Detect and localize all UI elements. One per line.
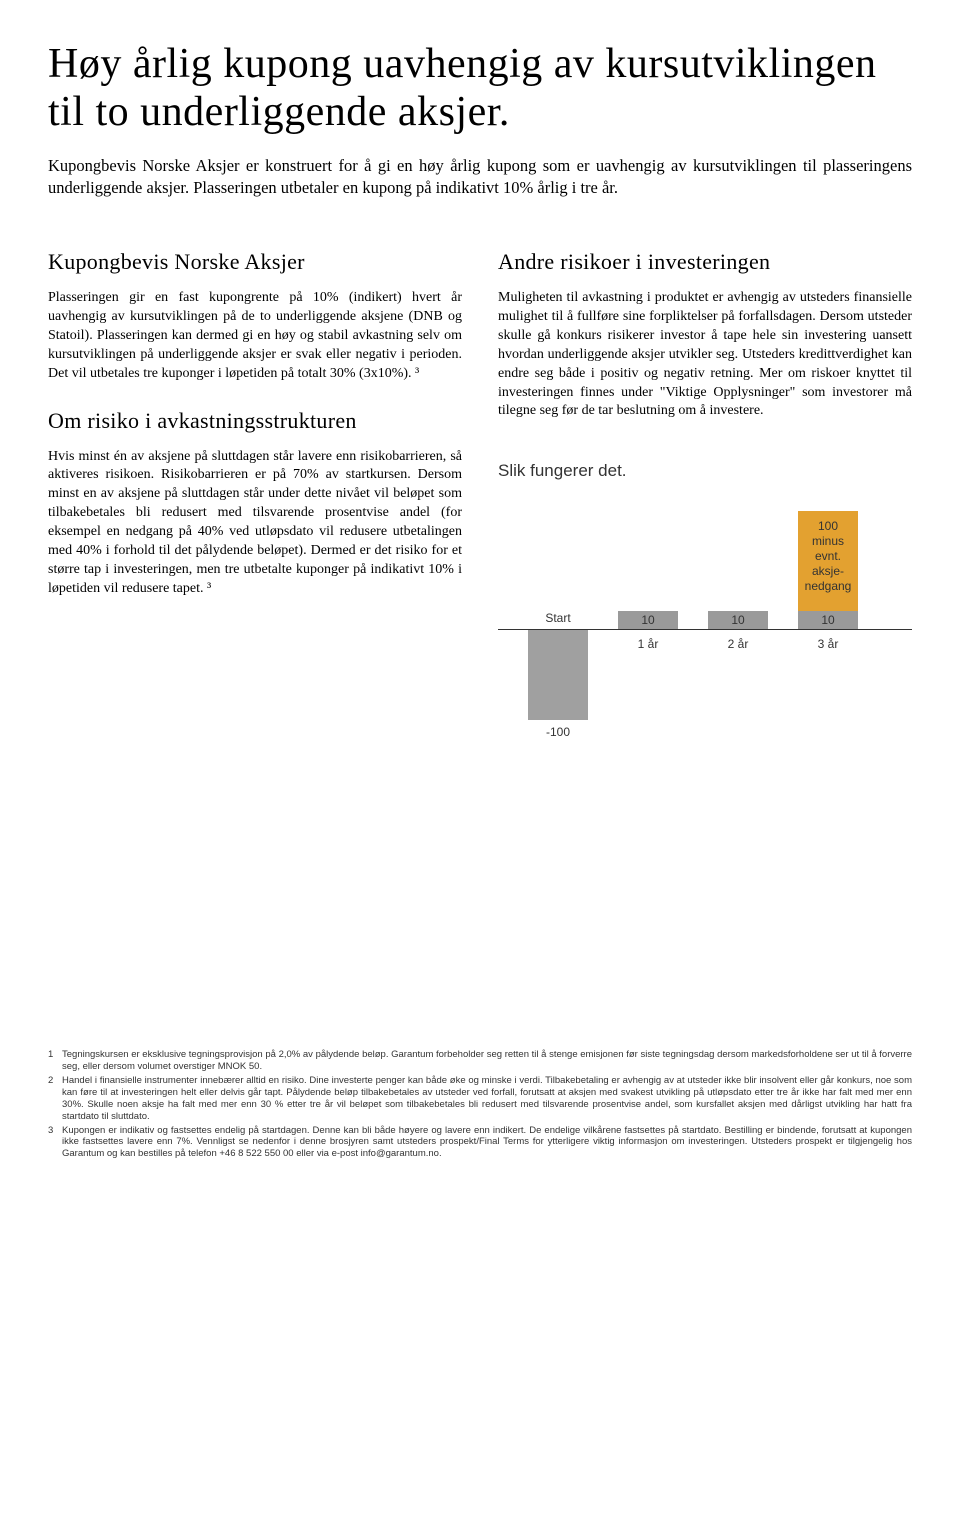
chart-callout: 100 minus evnt. aksje- nedgang bbox=[798, 519, 858, 594]
page-title: Høy årlig kupong uavhengig av kursutvikl… bbox=[48, 40, 912, 137]
right-heading-1: Andre risikoer i investeringen bbox=[498, 249, 912, 275]
content-columns: Kupongbevis Norske Aksjer Plasseringen g… bbox=[48, 249, 912, 769]
left-column: Kupongbevis Norske Aksjer Plasseringen g… bbox=[48, 249, 462, 769]
chart-year-label: 3 år bbox=[798, 637, 858, 651]
footnote-number: 2 bbox=[48, 1075, 62, 1123]
intro-paragraph: Kupongbevis Norske Aksjer er konstruert … bbox=[48, 155, 912, 200]
right-column: Andre risikoer i investeringen Mulighete… bbox=[498, 249, 912, 769]
chart-start-label: Start bbox=[528, 611, 588, 625]
chart-start-value: -100 bbox=[528, 725, 588, 739]
chart-bar-value: 10 bbox=[708, 613, 768, 627]
chart-start-bar bbox=[528, 630, 588, 720]
chart-year-label: 1 år bbox=[618, 637, 678, 651]
chart-bar-value: 10 bbox=[618, 613, 678, 627]
chart-year-label: 2 år bbox=[708, 637, 768, 651]
chart-bar-value: 10 bbox=[798, 613, 858, 627]
footnote-text: Handel i finansielle instrumenter innebæ… bbox=[62, 1075, 912, 1123]
footnotes: 1Tegningskursen er eksklusive tegningspr… bbox=[48, 1049, 912, 1160]
footnote-number: 1 bbox=[48, 1049, 62, 1073]
left-paragraph-1: Plasseringen gir en fast kupongrente på … bbox=[48, 289, 462, 383]
footnote-row: 3Kupongen er indikativ og fastsettes end… bbox=[48, 1125, 912, 1161]
chart-section: Slik fungerer det. Start -100 10 1 år 10 2 år… bbox=[498, 461, 912, 769]
footnote-text: Tegningskursen er eksklusive tegningspro… bbox=[62, 1049, 912, 1073]
footnote-number: 3 bbox=[48, 1125, 62, 1161]
left-paragraph-2: Hvis minst én av aksjene på sluttdagen s… bbox=[48, 448, 462, 599]
footnote-row: 1Tegningskursen er eksklusive tegningspr… bbox=[48, 1049, 912, 1073]
right-paragraph-1: Muligheten til avkastning i produktet er… bbox=[498, 289, 912, 421]
bar-chart: Start -100 10 1 år 10 2 år 10 3 år 100 minus evn… bbox=[498, 509, 912, 769]
footnote-row: 2Handel i finansielle instrumenter inneb… bbox=[48, 1075, 912, 1123]
footnote-text: Kupongen er indikativ og fastsettes ende… bbox=[62, 1125, 912, 1161]
left-heading-1: Kupongbevis Norske Aksjer bbox=[48, 249, 462, 275]
chart-title: Slik fungerer det. bbox=[498, 461, 912, 481]
left-heading-2: Om risiko i avkastningsstrukturen bbox=[48, 408, 462, 434]
